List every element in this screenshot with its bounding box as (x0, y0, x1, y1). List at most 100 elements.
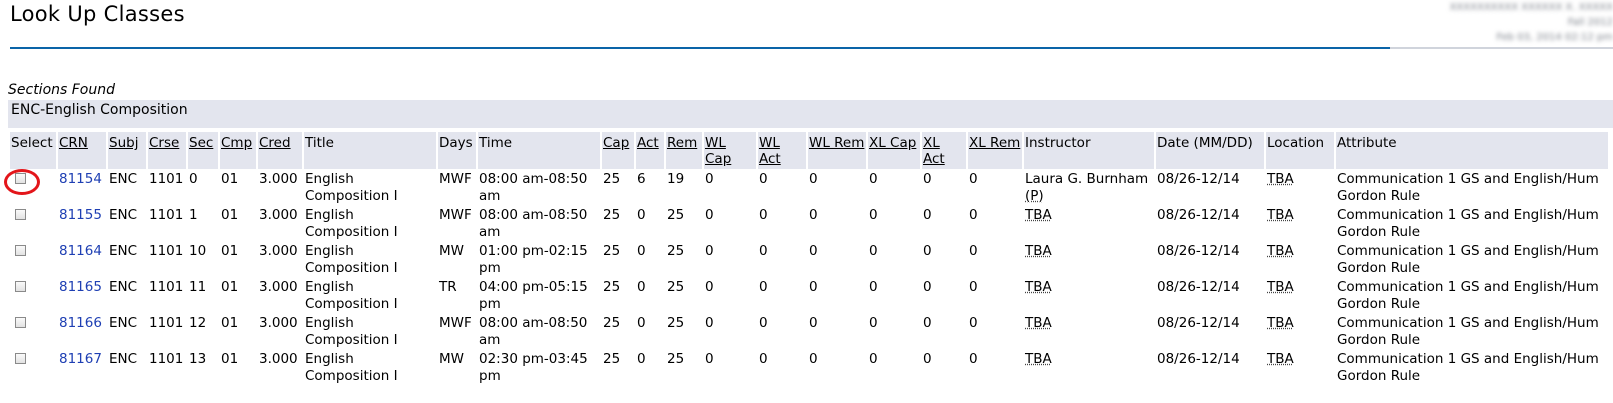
xl-cap-cell: 0 (868, 205, 920, 241)
select-checkbox[interactable] (15, 281, 26, 292)
wl-cap-value: 0 (705, 171, 714, 187)
location-tba[interactable]: TBA (1267, 243, 1294, 259)
xl-cap-value: 0 (869, 351, 878, 367)
instructor-cell: TBA (1024, 313, 1154, 349)
column-header-label[interactable]: CRN (59, 135, 88, 151)
xl-rem-value: 0 (969, 207, 978, 223)
wl-rem-value: 0 (809, 315, 818, 331)
act-cell: 0 (636, 205, 664, 241)
column-header-crn[interactable]: CRN (58, 132, 106, 169)
column-header-label[interactable]: Act (637, 135, 659, 151)
column-header-label[interactable]: Rem (667, 135, 698, 151)
act-value: 0 (637, 243, 646, 259)
date-cell: 08/26-12/14 (1156, 313, 1264, 349)
cred-value: 3.000 (259, 171, 298, 187)
table-header-row: Select CRN Subj Crse Sec Cmp Cred Title Days Time… (10, 132, 1608, 169)
wl-act-cell: 0 (758, 205, 806, 241)
subj-value: ENC (109, 171, 138, 187)
column-header-xl-act[interactable]: XL Act (922, 132, 966, 169)
wl-act-value: 0 (759, 207, 768, 223)
column-header-act[interactable]: Act (636, 132, 664, 169)
column-header-label[interactable]: Subj (109, 135, 139, 151)
instructor-tba[interactable]: TBA (1025, 243, 1052, 259)
cmp-cell: 01 (220, 241, 256, 277)
wl-rem-cell: 0 (808, 241, 866, 277)
column-header-xl-cap[interactable]: XL Cap (868, 132, 920, 169)
days-cell: MWF (438, 169, 476, 205)
time-value: 04:00 pm-05:15 pm (479, 279, 588, 312)
instructor-tba[interactable]: TBA (1025, 207, 1052, 223)
instructor-cell: TBA (1024, 241, 1154, 277)
column-header-label[interactable]: Cred (259, 135, 291, 151)
column-header-rem[interactable]: Rem (666, 132, 702, 169)
column-header-label[interactable]: XL Cap (869, 135, 917, 151)
select-checkbox[interactable] (15, 317, 26, 328)
crse-value: 1101 (149, 243, 184, 259)
location-tba[interactable]: TBA (1267, 351, 1294, 367)
column-header-label[interactable]: XL Act (923, 135, 945, 167)
sections-table: Select CRN Subj Crse Sec Cmp Cred Title Days Time… (8, 132, 1610, 385)
column-header-cmp[interactable]: Cmp (220, 132, 256, 169)
select-checkbox[interactable] (15, 245, 26, 256)
location-tba[interactable]: TBA (1267, 171, 1294, 187)
cred-value: 3.000 (259, 279, 298, 295)
column-header-wl-cap[interactable]: WL Cap (704, 132, 756, 169)
column-header-label[interactable]: Cmp (221, 135, 253, 151)
column-header-crse[interactable]: Crse (148, 132, 186, 169)
title-value: English Composition I (305, 315, 398, 348)
wl-act-value: 0 (759, 279, 768, 295)
column-header-subj[interactable]: Subj (108, 132, 146, 169)
column-header-label[interactable]: WL Cap (705, 135, 732, 167)
act-value: 0 (637, 315, 646, 331)
title-value: English Composition I (305, 279, 398, 312)
crn-link[interactable]: 81166 (59, 315, 102, 331)
location-tba[interactable]: TBA (1267, 207, 1294, 223)
primary-instructor-flag[interactable]: (P) (1025, 187, 1044, 204)
column-header-label[interactable]: WL Rem (809, 135, 865, 151)
time-value: 08:00 am-08:50 am (479, 171, 588, 204)
location-tba[interactable]: TBA (1267, 315, 1294, 331)
wl-cap-value: 0 (705, 207, 714, 223)
crse-value: 1101 (149, 315, 184, 331)
crn-link[interactable]: 81167 (59, 351, 102, 367)
column-header-label[interactable]: Cap (603, 135, 630, 151)
date-value: 08/26-12/14 (1157, 351, 1240, 367)
column-header-label[interactable]: Crse (149, 135, 180, 151)
cmp-value: 01 (221, 315, 239, 331)
column-header-sec[interactable]: Sec (188, 132, 218, 169)
subj-value: ENC (109, 243, 138, 259)
location-cell: TBA (1266, 241, 1334, 277)
column-header-label[interactable]: XL Rem (969, 135, 1021, 151)
table-row: 81164 ENC 1101 10 01 3.000 English Composition… (10, 241, 1608, 277)
crse-value: 1101 (149, 171, 184, 187)
column-header-cred[interactable]: Cred (258, 132, 302, 169)
column-header-cap[interactable]: Cap (602, 132, 634, 169)
cap-cell: 25 (602, 313, 634, 349)
select-checkbox[interactable] (15, 353, 26, 364)
attribute-value: Communication 1 GS and English/Hum Gordo… (1337, 243, 1599, 276)
date-cell: 08/26-12/14 (1156, 205, 1264, 241)
select-checkbox[interactable] (15, 173, 26, 184)
wl-cap-value: 0 (705, 315, 714, 331)
location-tba[interactable]: TBA (1267, 279, 1294, 295)
column-header-wl-rem[interactable]: WL Rem (808, 132, 866, 169)
instructor-tba[interactable]: TBA (1025, 315, 1052, 331)
crn-link[interactable]: 81165 (59, 279, 102, 295)
instructor-tba[interactable]: TBA (1025, 279, 1052, 295)
crn-link[interactable]: 81154 (59, 171, 102, 187)
act-value: 6 (637, 171, 646, 187)
cmp-value: 01 (221, 171, 239, 187)
crn-link[interactable]: 81155 (59, 207, 102, 223)
column-header-xl-rem[interactable]: XL Rem (968, 132, 1022, 169)
sec-cell: 1 (188, 205, 218, 241)
rem-cell: 25 (666, 205, 702, 241)
xl-act-cell: 0 (922, 241, 966, 277)
column-header-label[interactable]: WL Act (759, 135, 781, 167)
column-header-label[interactable]: Sec (189, 135, 214, 151)
column-header-wl-act[interactable]: WL Act (758, 132, 806, 169)
crn-link[interactable]: 81164 (59, 243, 102, 259)
attribute-value: Communication 1 GS and English/Hum Gordo… (1337, 279, 1599, 312)
select-checkbox[interactable] (15, 209, 26, 220)
instructor-tba[interactable]: TBA (1025, 351, 1052, 367)
days-value: MWF (439, 315, 472, 331)
